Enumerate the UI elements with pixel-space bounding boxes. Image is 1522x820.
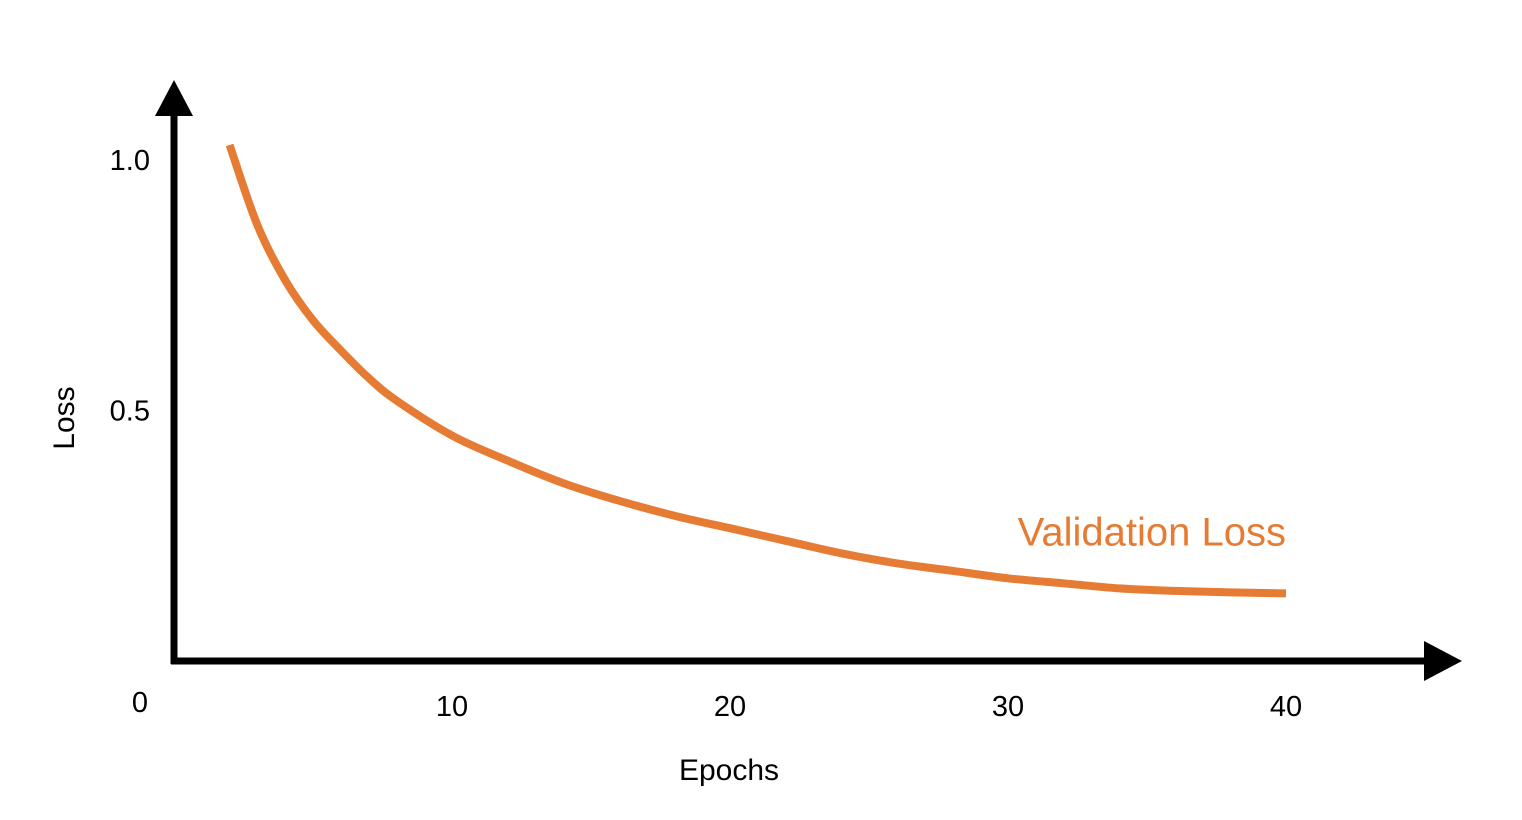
series-label: Validation Loss — [1018, 510, 1286, 554]
axes — [155, 80, 1462, 681]
y-tick-labels: 0.5 1.0 — [110, 145, 150, 428]
x-tick-label: 30 — [992, 691, 1024, 723]
validation-loss-line — [225, 143, 1287, 598]
y-tick-label: 1.0 — [110, 145, 150, 177]
y-axis-arrow — [155, 80, 193, 116]
x-tick-label: 10 — [436, 691, 468, 723]
x-axis-label: Epochs — [679, 754, 779, 787]
x-tick-label: 40 — [1270, 691, 1302, 723]
y-axis-label: Loss — [48, 386, 81, 449]
origin-label: 0 — [132, 687, 148, 719]
x-axis-arrow — [1424, 641, 1462, 681]
series-group: Validation Loss — [225, 143, 1287, 598]
x-tick-labels: 10 20 30 40 — [436, 691, 1302, 723]
y-tick-label: 0.5 — [110, 396, 150, 428]
x-tick-label: 20 — [714, 691, 746, 723]
